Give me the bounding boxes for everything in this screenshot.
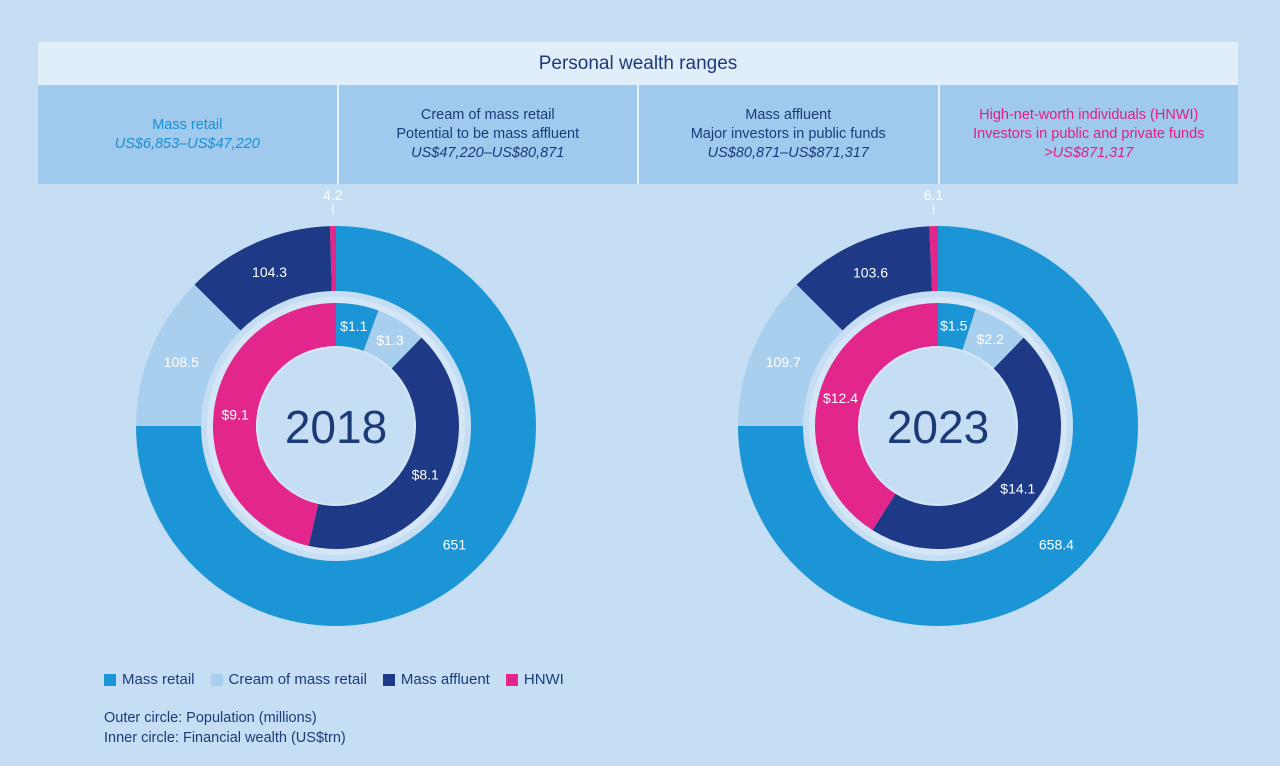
donut-charts: 651 108.5 104.3 4.2 $1.1 $1.3 $8.1 $9.1 2018 658.… [136, 190, 1138, 626]
legend-swatch [382, 673, 395, 686]
range-subtitle: Investors in public and private funds [973, 126, 1205, 142]
inner-segment-mass-affluent [872, 337, 1061, 549]
inner-label-mass-affluent: $8.1 [412, 466, 439, 482]
outer-label-mass-retail: 651 [443, 536, 467, 552]
outer-segment-cream-of-mass-retail [136, 284, 241, 426]
range-mass-retail: Mass retail US$6,853–US$47,220 [38, 85, 337, 184]
chart-year-label: 2023 [887, 401, 989, 453]
note-outer-circle: Outer circle: Population (millions) [104, 710, 317, 726]
outer-label-hnwi: 6.1 [924, 190, 944, 203]
legend-item-mass-affluent: Mass affluent [382, 671, 490, 688]
outer-segment-mass-retail [738, 226, 1138, 626]
donut-center [860, 348, 1016, 504]
range-title: Cream of mass retail [420, 107, 555, 123]
legend-swatch [210, 673, 223, 686]
inner-segment-cream-of-mass-retail [962, 308, 1024, 369]
legend-label: HNWI [523, 671, 564, 688]
outer-segment-mass-retail [136, 226, 536, 626]
range-title: High-net-worth individuals (HNWI) [979, 107, 1199, 123]
range-cream-of-mass-retail: Cream of mass retail Potential to be mas… [336, 85, 637, 184]
legend-item-hnwi: HNWI [505, 671, 564, 688]
outer-label-cream-of-mass-retail: 108.5 [164, 354, 199, 370]
inner-label-cream-of-mass-retail: $1.3 [376, 332, 403, 348]
outer-segment-hnwi [929, 226, 938, 292]
outer-label-mass-retail: 658.4 [1039, 536, 1074, 552]
range-amount: US$6,853–US$47,220 [114, 135, 260, 152]
range-title: Mass retail [152, 116, 223, 133]
inner-segment-mass-retail [938, 303, 976, 350]
outer-segment-mass-affluent [796, 226, 933, 331]
inner-segment-mass-affluent [308, 337, 459, 549]
range-amount: >US$871,317 [1044, 145, 1134, 161]
chart-year-label: 2018 [285, 401, 387, 453]
header-title: Personal wealth ranges [538, 53, 738, 74]
outer-label-hnwi: 4.2 [323, 190, 343, 203]
range-hnwi: High-net-worth individuals (HNWI) Invest… [937, 85, 1238, 184]
legend-item-mass-retail: Mass retail [104, 671, 195, 688]
legend-label: Mass affluent [400, 671, 490, 688]
legend-label: Cream of mass retail [228, 671, 367, 688]
inner-label-hnwi: $12.4 [823, 390, 858, 406]
inner-label-mass-retail: $1.5 [940, 318, 967, 334]
legend-item-cream: Cream of mass retail [210, 671, 367, 688]
legend-label: Mass retail [122, 671, 195, 688]
outer-segment-mass-affluent [194, 226, 332, 331]
range-subtitle: Potential to be mass affluent [396, 126, 580, 142]
inner-segment-cream-of-mass-retail [363, 310, 422, 369]
range-amount: US$80,871–US$871,317 [707, 145, 869, 161]
inner-segment-hnwi [814, 303, 938, 531]
outer-label-mass-affluent: 104.3 [252, 264, 287, 280]
legend: Mass retail Cream of mass retail Mass af… [104, 671, 580, 688]
range-subtitle: Major investors in public funds [690, 126, 886, 142]
inner-segment-mass-retail [336, 303, 379, 351]
range-amount: US$47,220–US$80,871 [411, 145, 565, 161]
inner-label-mass-affluent: $14.1 [1000, 481, 1035, 497]
range-mass-affluent: Mass affluent Major investors in public … [637, 85, 938, 184]
inner-segment-hnwi [213, 303, 336, 546]
legend-swatch [104, 673, 116, 686]
outer-label-mass-affluent: 103.6 [853, 265, 888, 281]
inner-label-hnwi: $9.1 [222, 407, 249, 423]
inner-label-cream-of-mass-retail: $2.2 [977, 331, 1004, 347]
outer-segment-cream-of-mass-retail [738, 284, 843, 426]
donut-chart-2023: 658.4 109.7 103.6 6.1 $1.5 $2.2 $14.1 $12.4 2023 [738, 190, 1138, 626]
donut-chart-2018: 651 108.5 104.3 4.2 $1.1 $1.3 $8.1 $9.1 2018 [136, 190, 536, 626]
wealth-range-row: Mass retail US$6,853–US$47,220 Cream of … [38, 85, 1238, 184]
note-inner-circle: Inner circle: Financial wealth (US$trn) [104, 730, 346, 746]
outer-segment-hnwi [329, 226, 336, 292]
donut-center [258, 348, 414, 504]
wealth-ranges-header: Personal wealth ranges [38, 42, 1238, 86]
inner-label-mass-retail: $1.1 [340, 318, 367, 334]
range-title: Mass affluent [745, 107, 832, 123]
legend-swatch [505, 673, 518, 686]
outer-label-cream-of-mass-retail: 109.7 [766, 354, 801, 370]
chart-notes: Outer circle: Population (millions) Inne… [104, 708, 346, 748]
